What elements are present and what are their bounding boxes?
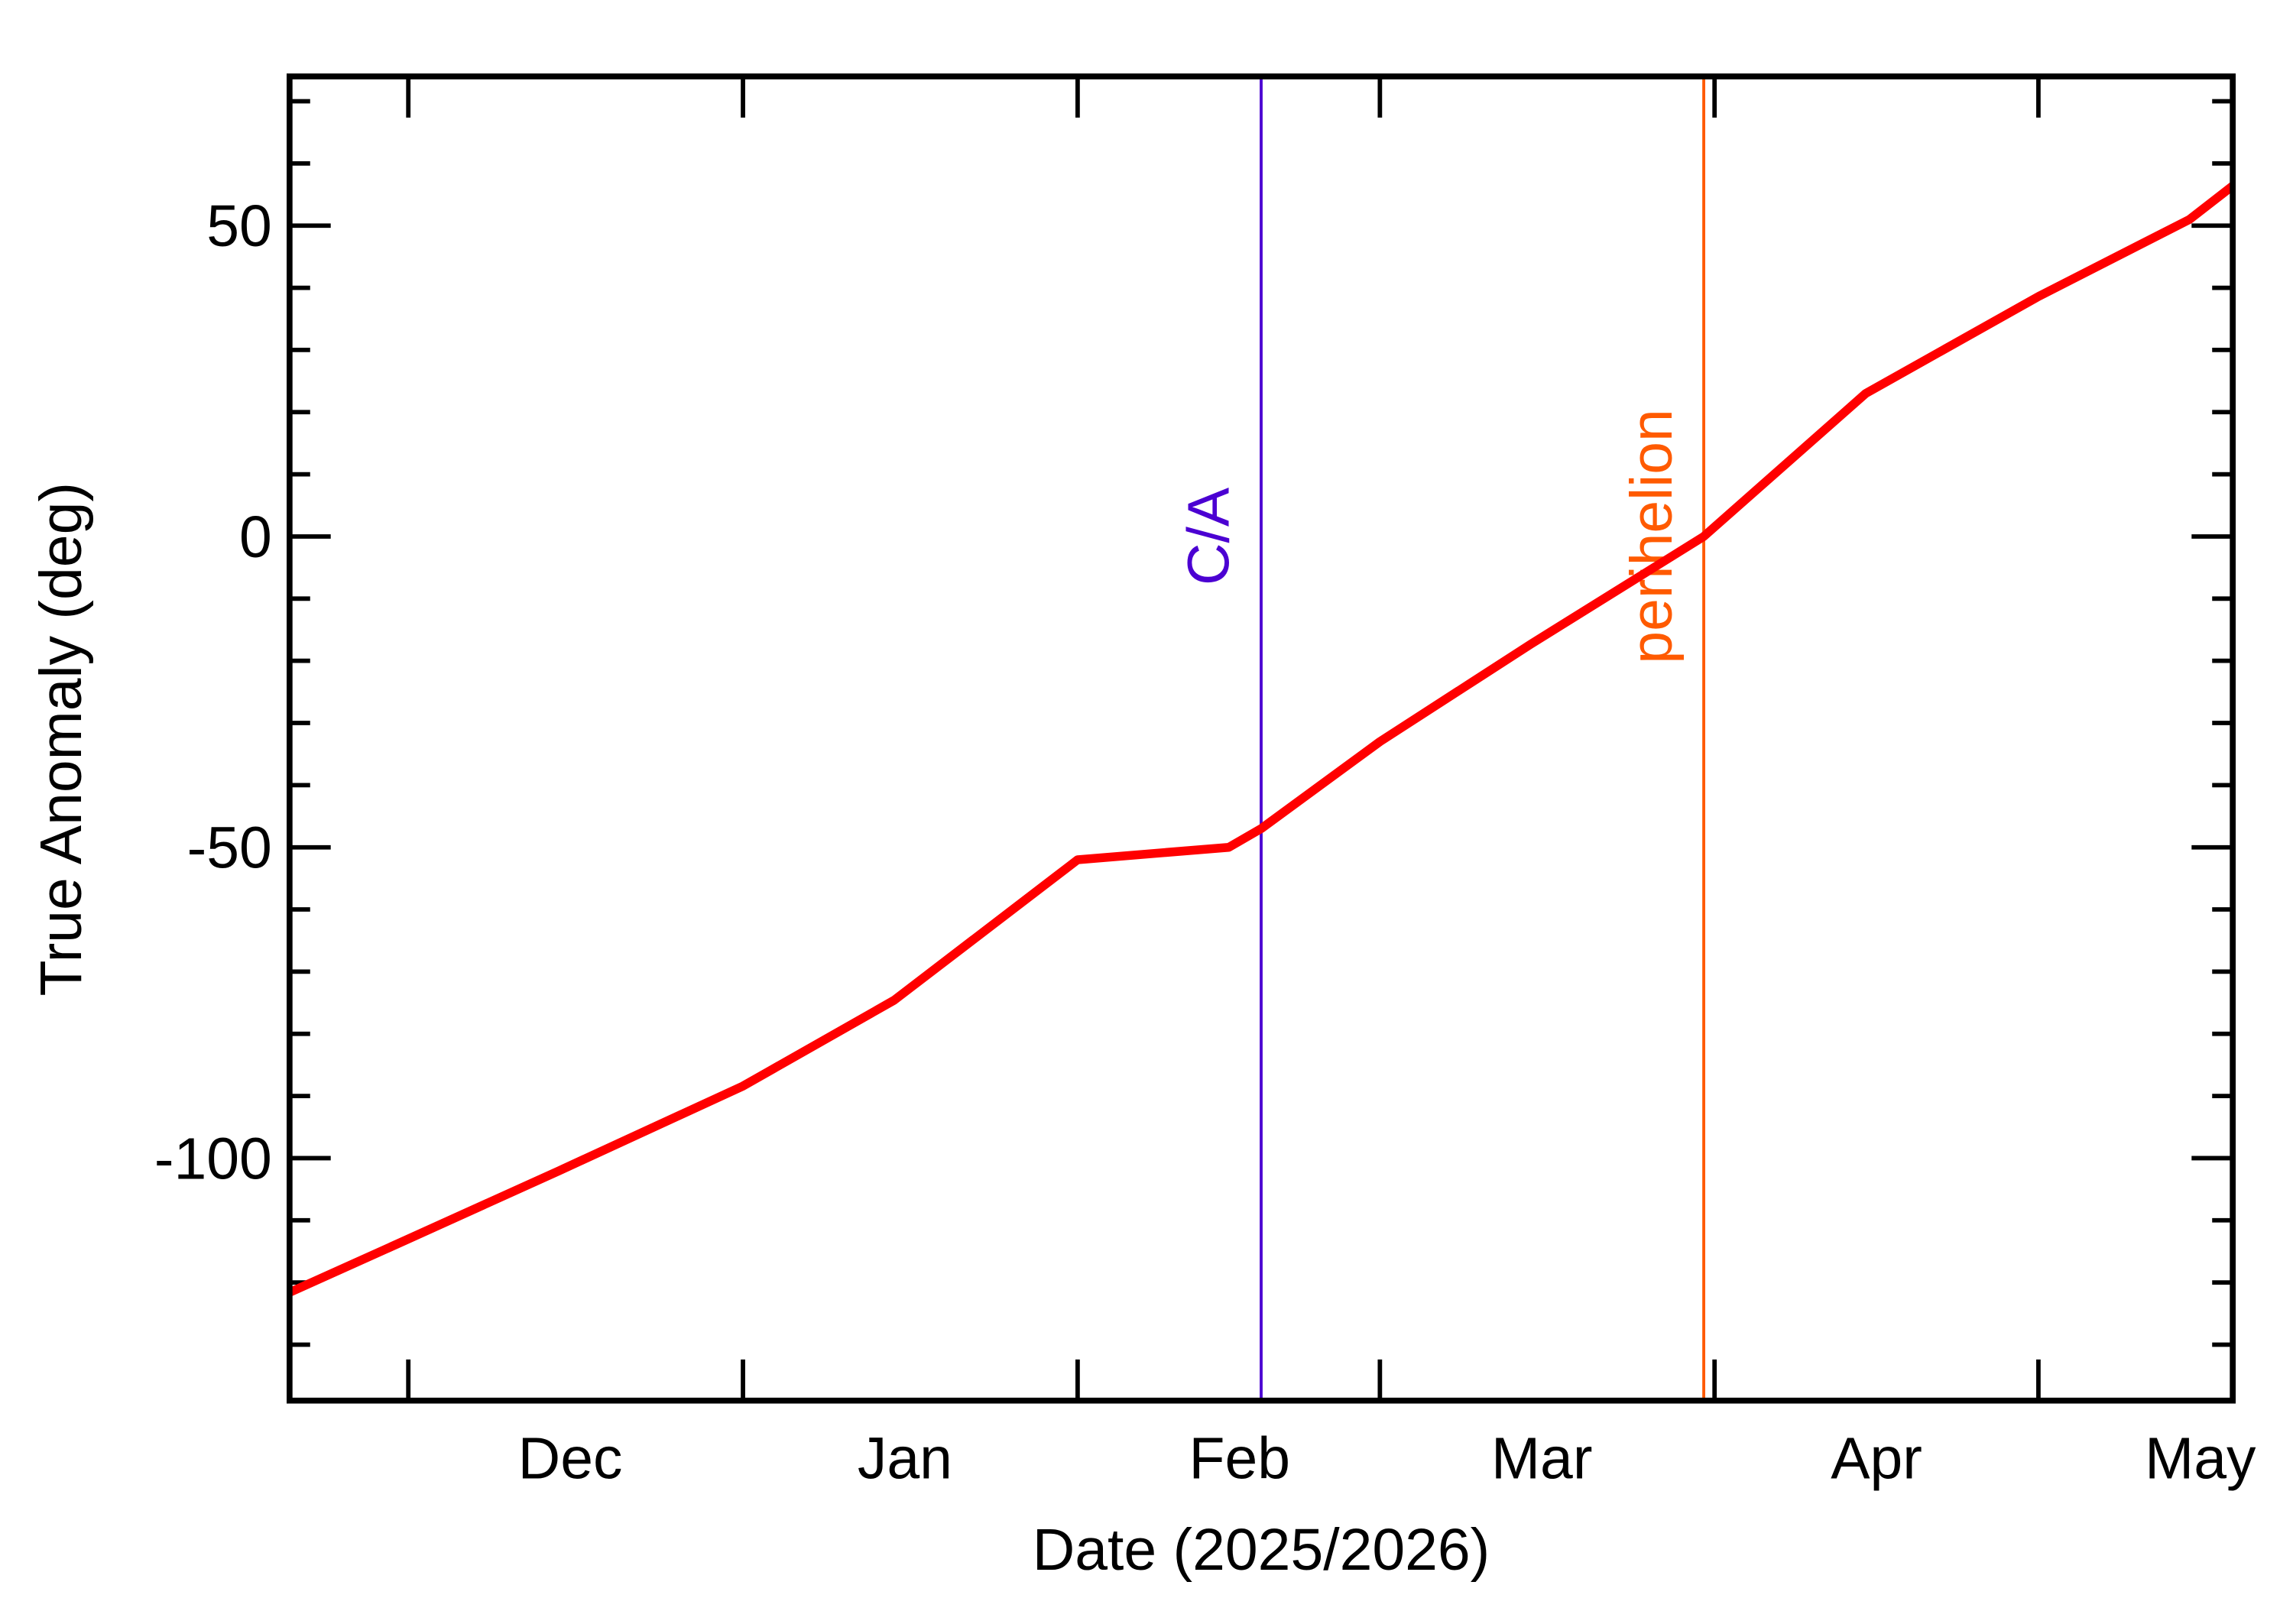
line: [287, 182, 2236, 1297]
y-tick-label: 0: [239, 504, 272, 570]
x-tick-label: May: [2145, 1426, 2256, 1492]
x-tick-label: Mar: [1491, 1426, 1592, 1492]
y-axis-title: True Anomaly (deg): [28, 482, 94, 997]
plot-frame: [287, 73, 2236, 1404]
event-label: perihelion: [1619, 409, 1685, 664]
y-tick-label: 50: [206, 193, 272, 259]
y-tick-label: -50: [187, 815, 272, 881]
x-axis-title: Date (2025/2026): [1033, 1517, 1490, 1583]
y-tick-label: -100: [154, 1126, 272, 1191]
x-tick-label: Feb: [1189, 1426, 1290, 1492]
x-tick-label: Jan: [858, 1426, 952, 1492]
x-tick-label: Dec: [518, 1426, 623, 1492]
x-tick-label: Apr: [1831, 1426, 1922, 1492]
event-label: C/A: [1176, 487, 1242, 585]
